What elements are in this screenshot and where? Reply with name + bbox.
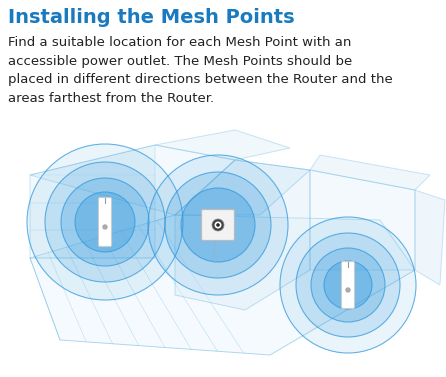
Circle shape	[346, 288, 350, 292]
Circle shape	[75, 192, 135, 252]
Polygon shape	[310, 170, 415, 270]
Polygon shape	[155, 130, 290, 160]
Circle shape	[181, 188, 255, 262]
Circle shape	[324, 261, 372, 309]
Circle shape	[165, 172, 271, 278]
Circle shape	[216, 223, 220, 227]
Polygon shape	[415, 190, 445, 285]
Circle shape	[311, 248, 385, 322]
Circle shape	[103, 225, 107, 229]
FancyBboxPatch shape	[99, 198, 112, 247]
Circle shape	[27, 144, 183, 300]
Circle shape	[296, 233, 400, 337]
FancyBboxPatch shape	[342, 262, 355, 308]
Polygon shape	[310, 155, 430, 190]
Text: Installing the Mesh Points: Installing the Mesh Points	[8, 8, 295, 27]
Polygon shape	[30, 145, 235, 215]
Polygon shape	[175, 160, 310, 215]
Circle shape	[280, 217, 416, 353]
Polygon shape	[30, 215, 415, 355]
Polygon shape	[30, 145, 155, 258]
Polygon shape	[175, 160, 310, 310]
Circle shape	[148, 155, 288, 295]
Text: Find a suitable location for each Mesh Point with an
accessible power outlet. Th: Find a suitable location for each Mesh P…	[8, 36, 393, 104]
Circle shape	[45, 162, 165, 282]
FancyBboxPatch shape	[202, 210, 235, 241]
Circle shape	[215, 222, 222, 228]
Circle shape	[61, 178, 149, 266]
Circle shape	[212, 219, 224, 231]
